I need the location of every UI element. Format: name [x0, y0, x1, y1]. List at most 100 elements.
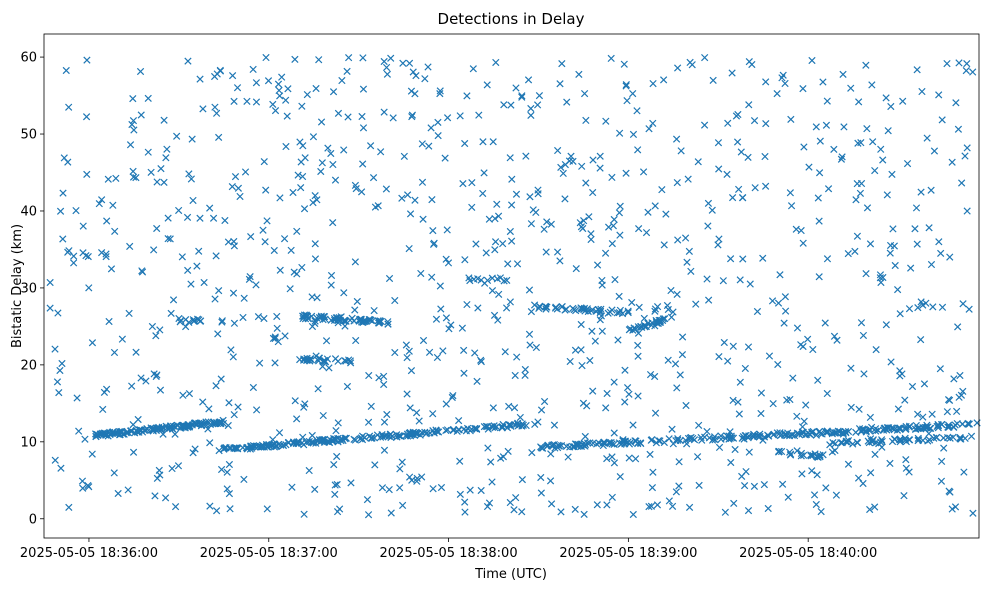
data-point: [329, 219, 337, 227]
data-point: [905, 305, 914, 313]
data-point: [887, 358, 895, 366]
data-point: [672, 488, 680, 496]
data-point: [273, 442, 281, 450]
data-point: [499, 240, 507, 248]
data-point: [830, 429, 839, 437]
data-point: [554, 146, 562, 155]
data-point: [859, 331, 868, 340]
data-point: [219, 419, 228, 428]
data-point: [673, 384, 681, 392]
data-point: [367, 402, 375, 410]
data-point: [380, 108, 388, 116]
data-point: [507, 201, 516, 209]
data-point: [760, 480, 768, 489]
data-point: [331, 490, 339, 499]
data-point: [927, 186, 935, 194]
x-tick-label: 2025-05-05 18:40:00: [739, 546, 877, 561]
data-point: [577, 346, 585, 354]
data-point: [377, 148, 385, 156]
data-point: [859, 479, 867, 488]
data-point: [608, 453, 616, 461]
data-point: [651, 409, 660, 417]
data-point: [876, 271, 885, 279]
data-point: [591, 337, 599, 345]
data-point: [59, 235, 67, 243]
data-point: [125, 309, 133, 318]
data-point: [433, 353, 442, 362]
data-point: [488, 274, 496, 282]
data-point: [355, 316, 364, 324]
data-point: [739, 255, 747, 263]
data-point: [315, 436, 324, 444]
data-point: [380, 57, 388, 66]
data-point: [178, 253, 186, 261]
data-point: [744, 343, 753, 351]
data-point: [887, 424, 896, 432]
data-point: [905, 436, 913, 444]
data-point: [624, 438, 632, 446]
data-point: [398, 501, 407, 510]
data-point: [890, 242, 899, 250]
data-point: [649, 119, 657, 127]
data-point: [144, 148, 152, 156]
data-point: [317, 167, 325, 176]
data-point: [855, 98, 863, 106]
data-point: [386, 430, 395, 438]
data-point: [324, 144, 332, 152]
data-point: [622, 81, 630, 89]
data-point: [724, 357, 732, 365]
data-point: [726, 255, 735, 263]
data-point: [329, 88, 338, 96]
data-point: [184, 266, 192, 275]
data-point: [963, 59, 971, 68]
data-point: [189, 449, 197, 457]
data-point: [637, 439, 645, 448]
data-point: [341, 435, 349, 443]
data-point: [315, 313, 324, 322]
data-point: [480, 169, 488, 177]
data-point: [589, 156, 597, 164]
data-point: [651, 202, 659, 210]
data-point: [183, 213, 192, 221]
data-point: [674, 436, 682, 444]
data-point: [714, 241, 722, 249]
data-point: [647, 436, 655, 444]
data-point: [896, 310, 904, 318]
data-point: [303, 90, 311, 99]
data-point: [625, 390, 633, 398]
data-point: [803, 430, 811, 439]
data-point: [522, 152, 530, 160]
data-point: [559, 169, 567, 178]
data-point: [851, 247, 859, 256]
data-point: [359, 54, 367, 62]
data-point: [171, 430, 179, 438]
data-point: [651, 307, 659, 315]
data-point: [653, 303, 662, 311]
data-point: [468, 179, 476, 187]
data-point: [883, 191, 891, 199]
data-point: [737, 148, 745, 156]
data-point: [516, 413, 524, 422]
data-point: [305, 437, 313, 446]
data-point: [874, 426, 882, 435]
data-point: [816, 453, 824, 461]
data-point: [169, 296, 178, 304]
data-point: [511, 420, 519, 429]
data-point: [225, 460, 234, 469]
data-point: [946, 253, 954, 261]
data-point: [204, 418, 212, 426]
data-point: [656, 437, 664, 445]
data-point: [624, 309, 632, 317]
data-point: [537, 489, 545, 497]
data-point: [964, 420, 972, 428]
data-point: [526, 193, 534, 201]
data-point: [479, 138, 487, 146]
data-point: [484, 444, 492, 452]
data-point: [300, 205, 309, 213]
data-point: [704, 199, 713, 208]
data-point: [88, 450, 96, 458]
data-point: [891, 261, 899, 270]
data-point: [154, 424, 162, 432]
data-point: [540, 225, 548, 233]
